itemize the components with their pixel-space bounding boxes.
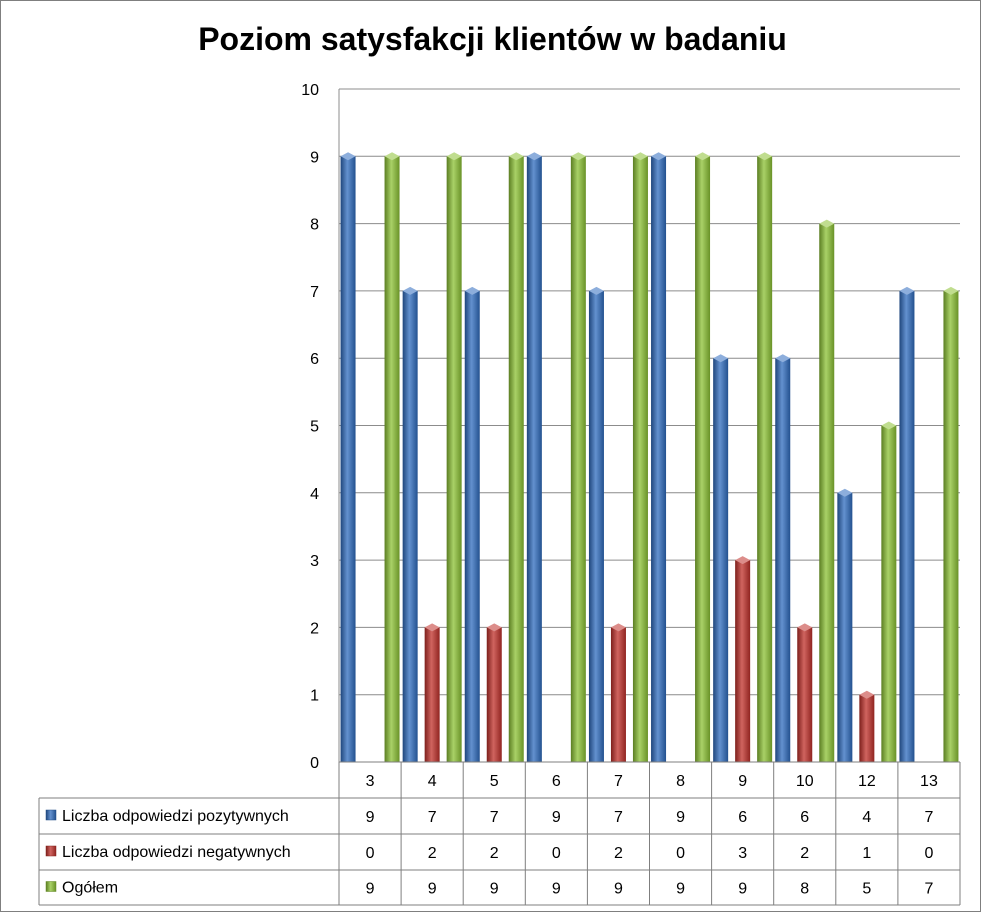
x-tick-label: 8 — [676, 773, 685, 790]
x-tick-label: 6 — [552, 773, 561, 790]
x-tick-label: 13 — [920, 773, 938, 790]
bar-positive — [651, 152, 667, 763]
bar-positive — [464, 286, 480, 762]
bar-total — [881, 421, 897, 762]
bar-negative — [859, 690, 875, 762]
data-table-value: 9 — [552, 809, 561, 826]
legend-label: Liczba odpowiedzi negatywnych — [62, 844, 291, 861]
legend-label: Liczba odpowiedzi pozytywnych — [62, 808, 289, 825]
bar-positive — [713, 354, 729, 762]
data-table-value: 7 — [614, 809, 623, 826]
bar-total — [632, 152, 648, 763]
x-tick-label: 10 — [796, 773, 814, 790]
bar-positive — [899, 286, 915, 762]
data-table-value: 0 — [366, 845, 375, 862]
data-table-value: 2 — [490, 845, 499, 862]
legend-key — [45, 881, 57, 892]
data-table-value: 9 — [738, 881, 747, 898]
y-tick-label: 6 — [310, 351, 319, 368]
bar-total — [384, 152, 400, 763]
data-table-value: 9 — [676, 881, 685, 898]
data-table-value: 7 — [924, 881, 933, 898]
bar-total — [508, 152, 524, 763]
bar-positive — [588, 286, 604, 762]
x-tick-label: 4 — [428, 773, 437, 790]
data-table-value: 9 — [366, 809, 375, 826]
y-axis-ticks: 0 1 2 3 4 5 6 7 8 9 10 — [301, 82, 319, 772]
data-table-value: 9 — [428, 881, 437, 898]
x-tick-label: 7 — [614, 773, 623, 790]
y-tick-label: 5 — [310, 419, 319, 436]
bar-negative — [610, 623, 626, 762]
x-tick-label: 12 — [858, 773, 876, 790]
bar-total — [943, 286, 959, 762]
bar-negative — [797, 623, 813, 762]
bar-total — [446, 152, 462, 763]
bar-negative — [735, 556, 751, 762]
data-table-value: 8 — [800, 881, 809, 898]
data-table-value: 2 — [614, 845, 623, 862]
data-table-value: 9 — [366, 881, 375, 898]
data-table-value: 7 — [924, 809, 933, 826]
data-table-value: 9 — [490, 881, 499, 898]
data-table-value: 9 — [614, 881, 623, 898]
bar-positive — [837, 488, 853, 762]
x-tick-label: 9 — [738, 773, 747, 790]
data-table-value: 7 — [428, 809, 437, 826]
y-tick-label: 9 — [310, 149, 319, 166]
y-tick-label: 3 — [310, 553, 319, 570]
data-table-value: 5 — [862, 881, 871, 898]
y-tick-label: 8 — [310, 217, 319, 234]
bar-positive — [340, 152, 356, 763]
data-table-value: 0 — [924, 845, 933, 862]
data-table-value: 0 — [552, 845, 561, 862]
data-table-value: 6 — [738, 809, 747, 826]
y-tick-label: 7 — [310, 284, 319, 301]
bar-negative — [486, 623, 502, 762]
chart-title: Poziom satysfakcji klientów w badaniu — [198, 21, 787, 57]
x-tick-label: 5 — [490, 773, 499, 790]
gridlines — [338, 88, 960, 763]
data-table-value: 3 — [738, 845, 747, 862]
y-tick-label: 0 — [310, 755, 319, 772]
data-table-value: 0 — [676, 845, 685, 862]
bar-total — [695, 152, 711, 763]
bar-total — [819, 219, 835, 763]
bar-negative — [424, 623, 440, 762]
legend-key — [45, 845, 57, 857]
data-table-value: 9 — [676, 809, 685, 826]
bar-total — [570, 152, 586, 763]
data-table-value: 4 — [862, 809, 871, 826]
data-table-value: 9 — [552, 881, 561, 898]
bar-positive — [775, 354, 791, 762]
data-table-value: 2 — [428, 845, 437, 862]
bar-positive — [526, 152, 542, 763]
legend-key — [45, 809, 57, 821]
legend-label: Ogółem — [62, 880, 118, 897]
data-table-value: 1 — [862, 845, 871, 862]
data-table-value: 7 — [490, 809, 499, 826]
bars — [340, 152, 959, 763]
bar-positive — [402, 286, 418, 762]
x-tick-label: 3 — [366, 773, 375, 790]
data-table-value: 2 — [800, 845, 809, 862]
y-tick-label: 1 — [310, 688, 319, 705]
y-tick-label: 4 — [310, 486, 319, 503]
y-tick-label: 2 — [310, 620, 319, 637]
y-tick-label: 10 — [301, 82, 319, 99]
data-table-value: 6 — [800, 809, 809, 826]
bar-total — [757, 152, 773, 763]
